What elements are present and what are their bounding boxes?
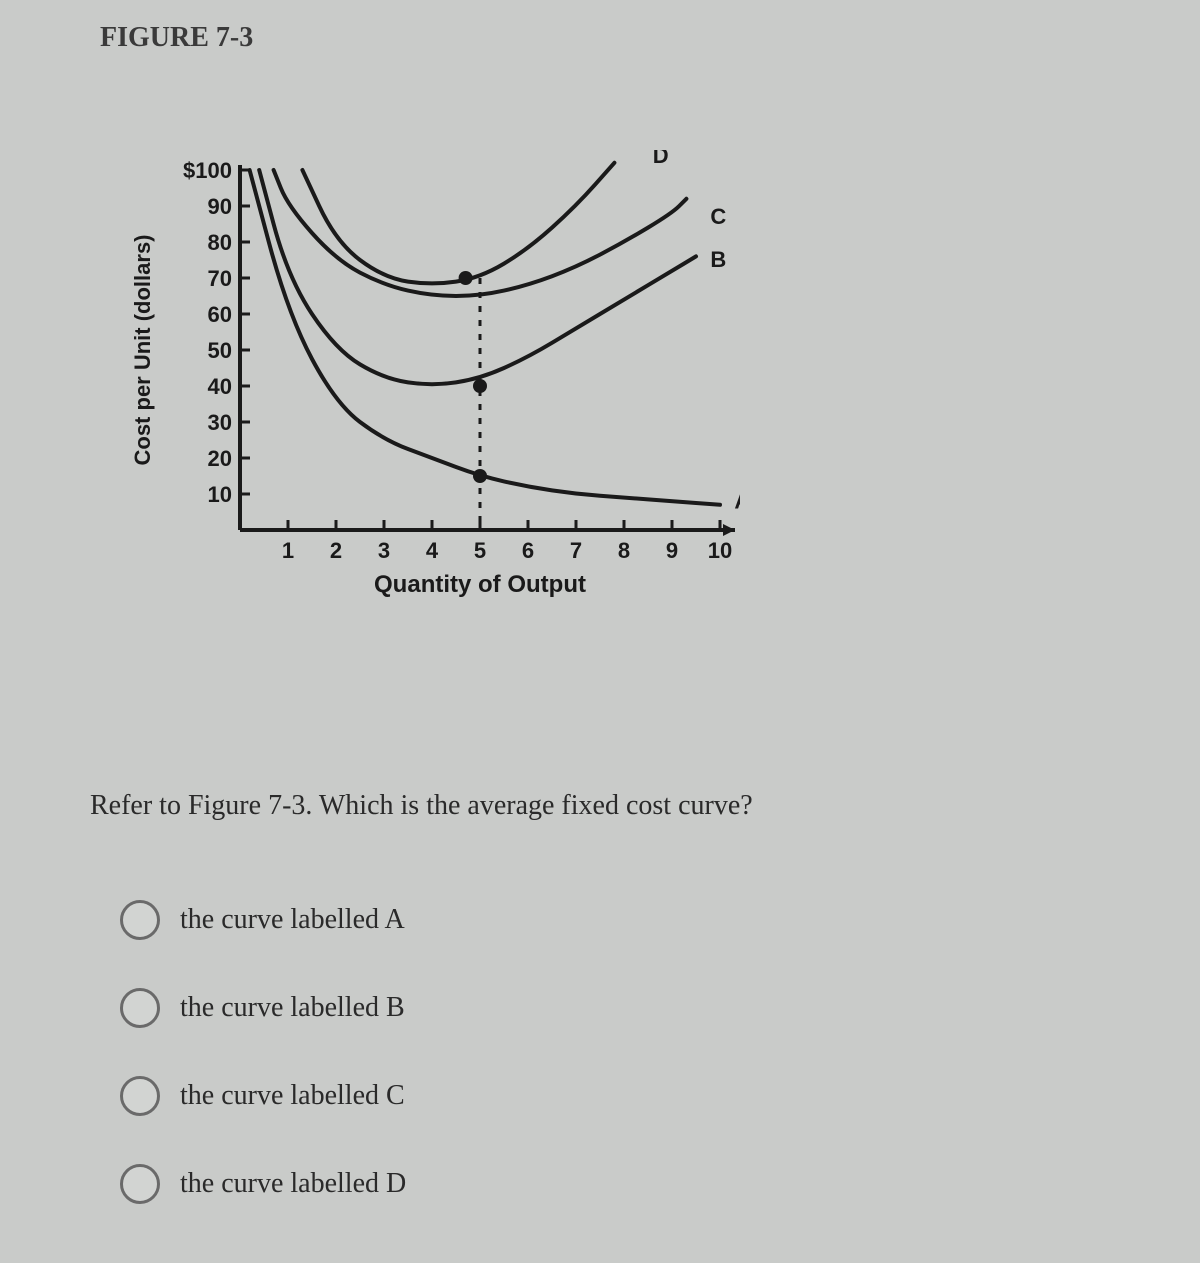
svg-text:B: B [710, 247, 726, 272]
svg-text:8: 8 [618, 538, 630, 563]
svg-text:7: 7 [570, 538, 582, 563]
answer-options: the curve labelled A the curve labelled B… [120, 900, 406, 1204]
svg-text:9: 9 [666, 538, 678, 563]
cost-curves-chart: 10 20 30 40 50 60 70 80 90 $100 1 2 3 4 5 6 7 8 9 10 Quantit… [120, 150, 740, 630]
svg-text:80: 80 [208, 230, 232, 255]
question-text: Refer to Figure 7-3. Which is the averag… [90, 790, 1110, 822]
svg-text:3: 3 [378, 538, 390, 563]
chart-svg: 10 20 30 40 50 60 70 80 90 $100 1 2 3 4 5 6 7 8 9 10 Quantit… [120, 150, 740, 630]
option-label: the curve labelled D [180, 1168, 406, 1200]
svg-text:10: 10 [208, 482, 232, 507]
svg-text:30: 30 [208, 410, 232, 435]
radio-icon[interactable] [120, 1076, 160, 1116]
svg-text:1: 1 [282, 538, 294, 563]
svg-text:40: 40 [208, 374, 232, 399]
option-label: the curve labelled B [180, 992, 405, 1024]
svg-text:$100: $100 [183, 158, 232, 183]
svg-text:20: 20 [208, 446, 232, 471]
option-opt-a[interactable]: the curve labelled A [120, 900, 406, 940]
svg-text:Cost per Unit (dollars): Cost per Unit (dollars) [130, 234, 155, 465]
svg-text:4: 4 [426, 538, 439, 563]
svg-text:70: 70 [208, 266, 232, 291]
svg-text:60: 60 [208, 302, 232, 327]
radio-icon[interactable] [120, 988, 160, 1028]
svg-text:5: 5 [474, 538, 486, 563]
svg-text:6: 6 [522, 538, 534, 563]
svg-text:A: A [734, 488, 740, 513]
svg-text:C: C [710, 204, 726, 229]
figure-title: FIGURE 7-3 [100, 22, 253, 54]
radio-icon[interactable] [120, 1164, 160, 1204]
option-label: the curve labelled C [180, 1080, 405, 1112]
svg-text:D: D [653, 150, 669, 168]
svg-text:10: 10 [708, 538, 732, 563]
page: FIGURE 7-3 10 20 30 40 50 60 70 80 90 $100 1 2 3 4 5 6 7… [0, 0, 1200, 1263]
svg-text:Quantity of Output: Quantity of Output [374, 571, 586, 598]
svg-text:50: 50 [208, 338, 232, 363]
svg-text:2: 2 [330, 538, 342, 563]
radio-icon[interactable] [120, 900, 160, 940]
option-opt-c[interactable]: the curve labelled C [120, 1076, 406, 1116]
option-label: the curve labelled A [180, 904, 405, 936]
svg-text:90: 90 [208, 194, 232, 219]
option-opt-b[interactable]: the curve labelled B [120, 988, 406, 1028]
option-opt-d[interactable]: the curve labelled D [120, 1164, 406, 1204]
